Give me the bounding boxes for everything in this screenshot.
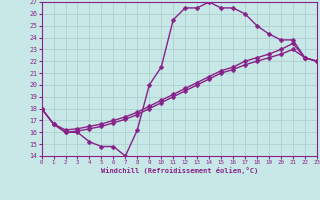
X-axis label: Windchill (Refroidissement éolien,°C): Windchill (Refroidissement éolien,°C) [100, 167, 258, 174]
